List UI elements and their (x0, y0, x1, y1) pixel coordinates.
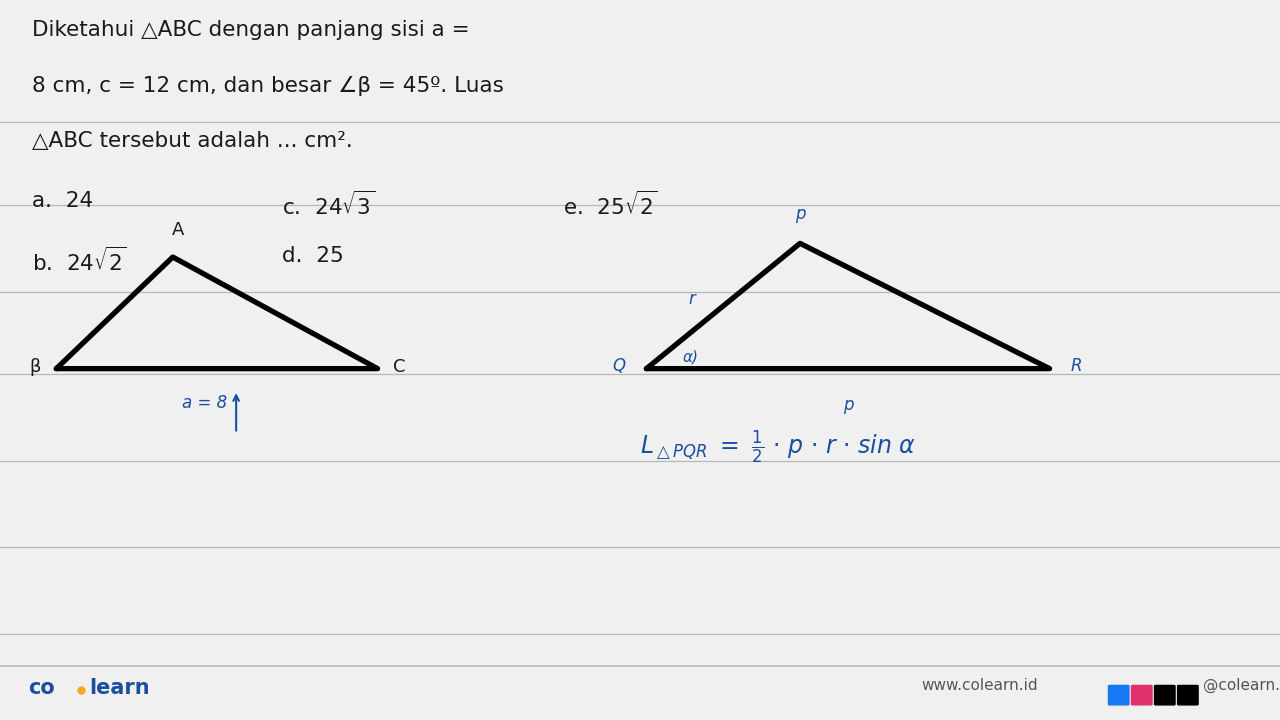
Text: co: co (28, 678, 55, 698)
Text: r: r (689, 289, 695, 308)
Text: 8 cm, c = 12 cm, dan besar ∠β = 45º. Luas: 8 cm, c = 12 cm, dan besar ∠β = 45º. Lua… (32, 76, 504, 96)
Text: e.  25$\sqrt{2}$: e. 25$\sqrt{2}$ (563, 191, 658, 219)
Text: $L_{\triangle PQR}$ $=$ $\frac{1}{2}$ $\cdot$ $p$ $\cdot$ $r$ $\cdot$ sin $\alph: $L_{\triangle PQR}$ $=$ $\frac{1}{2}$ $\… (640, 428, 916, 466)
FancyBboxPatch shape (1108, 685, 1129, 705)
Text: △ABC tersebut adalah ... cm².: △ABC tersebut adalah ... cm². (32, 131, 353, 151)
Text: a.  24: a. 24 (32, 191, 93, 211)
Text: R: R (1070, 356, 1082, 374)
Text: learn: learn (90, 678, 150, 698)
Text: α): α) (682, 349, 699, 364)
Text: @colearn.id: @colearn.id (1203, 678, 1280, 693)
FancyBboxPatch shape (1155, 685, 1175, 705)
Text: a = 8: a = 8 (182, 394, 227, 412)
Text: p: p (842, 396, 854, 414)
Text: p: p (795, 205, 805, 223)
Text: C: C (393, 358, 406, 376)
Text: c.  24$\sqrt{3}$: c. 24$\sqrt{3}$ (282, 191, 375, 219)
Text: www.colearn.id: www.colearn.id (922, 678, 1038, 693)
FancyBboxPatch shape (1132, 685, 1152, 705)
FancyBboxPatch shape (1178, 685, 1198, 705)
Text: d.  25: d. 25 (282, 246, 343, 266)
Text: Q: Q (613, 356, 626, 374)
Text: β: β (29, 358, 41, 376)
Text: A: A (172, 221, 184, 239)
Text: b.  24$\sqrt{2}$: b. 24$\sqrt{2}$ (32, 246, 127, 274)
Text: Diketahui △ABC dengan panjang sisi a =: Diketahui △ABC dengan panjang sisi a = (32, 20, 470, 40)
